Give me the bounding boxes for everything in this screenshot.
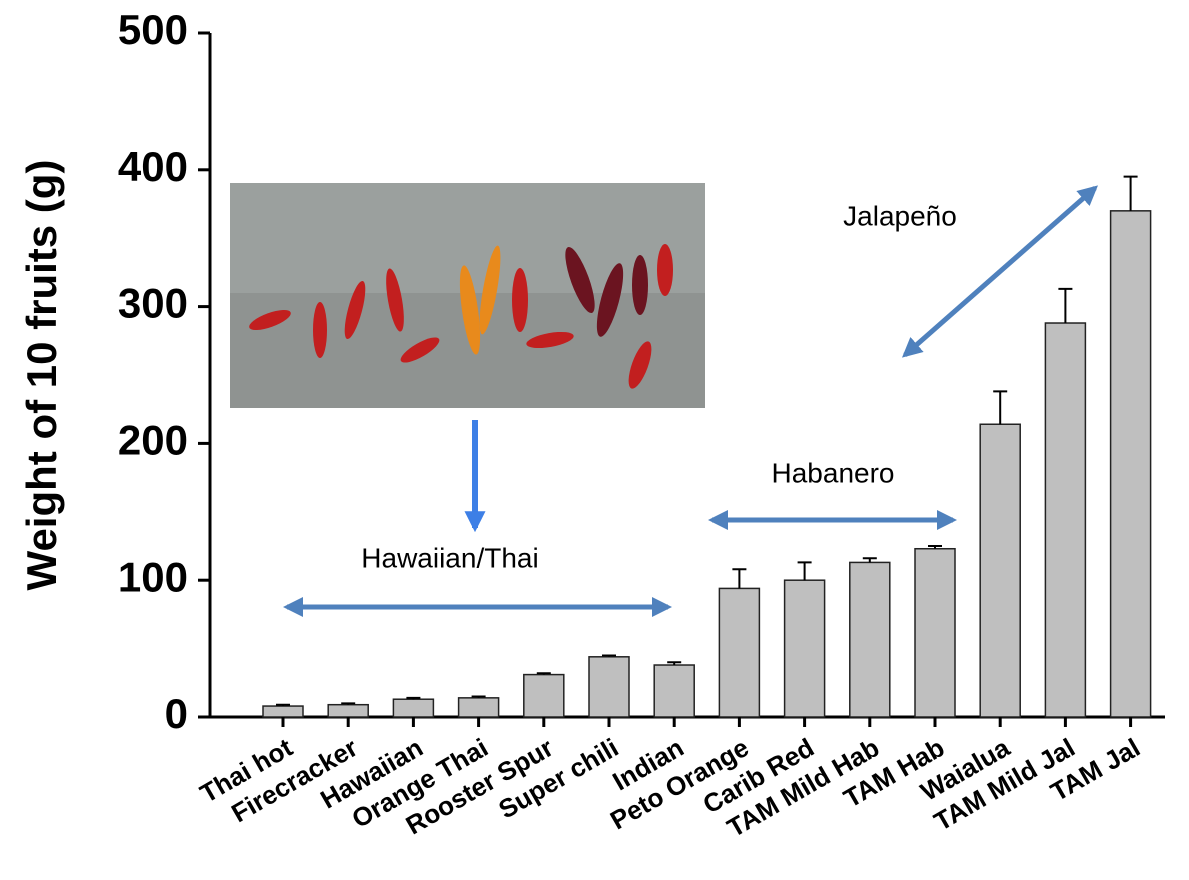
bar — [783, 579, 826, 718]
error-bar — [602, 654, 616, 657]
error-bar — [341, 702, 356, 705]
y-tick-label: 200 — [118, 416, 188, 463]
y-axis-title: Weight of 10 fruits (g) — [18, 160, 65, 591]
error-bar — [471, 695, 486, 698]
annotation: Jalapeño — [843, 200, 957, 231]
y-tick-label: 500 — [118, 6, 188, 53]
error-bar — [667, 661, 682, 666]
arrow — [901, 185, 1099, 358]
y-tick-label: 0 — [165, 690, 188, 737]
bar — [1109, 210, 1152, 718]
error-bar — [536, 672, 551, 675]
bar — [457, 697, 500, 718]
bar — [979, 423, 1021, 718]
error-bar — [276, 703, 290, 707]
bar — [849, 561, 891, 718]
bar — [588, 656, 630, 718]
error-bar — [1058, 287, 1073, 324]
error-bar — [797, 561, 812, 581]
error-bar — [928, 545, 942, 549]
bar — [653, 664, 695, 718]
bar — [718, 587, 761, 718]
bar — [392, 698, 435, 718]
annotation: Hawaiian/Thai — [361, 542, 538, 573]
annotation: Habanero — [772, 457, 895, 488]
error-bar — [732, 568, 747, 589]
y-tick-label: 400 — [118, 143, 188, 190]
y-tick-label: 300 — [118, 280, 188, 327]
error-bar — [1123, 175, 1138, 211]
bar — [914, 547, 956, 718]
bar — [523, 673, 565, 718]
bar — [1044, 322, 1087, 718]
photo — [230, 183, 705, 408]
error-bar — [406, 696, 421, 700]
bar — [262, 705, 304, 718]
y-tick-label: 100 — [118, 553, 188, 600]
error-bar — [993, 390, 1008, 425]
error-bar — [862, 557, 877, 563]
bar — [327, 703, 369, 718]
